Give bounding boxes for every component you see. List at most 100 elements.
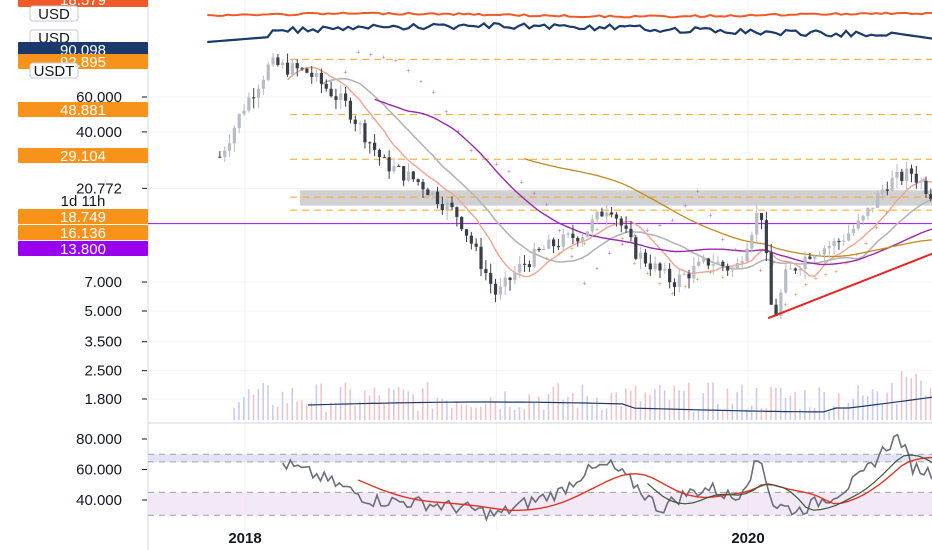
volume-bar-126 (828, 411, 830, 420)
marker-violet: + (507, 169, 511, 176)
indicator-tick-2: 40.000 (76, 492, 122, 509)
candle-body-81 (610, 212, 614, 215)
candle-body-79 (600, 211, 604, 217)
volume-bar-55 (484, 403, 487, 420)
candle-body-46 (440, 204, 444, 210)
candle-body-127 (832, 241, 836, 246)
volume-ma (307, 396, 932, 413)
candle-body-76 (585, 231, 590, 237)
price-tick-2: 20.772 (76, 180, 122, 197)
volume-bar-84 (625, 388, 627, 420)
marker-orange: + (794, 292, 798, 299)
candle-body-24 (334, 96, 338, 100)
volume-bar-38 (402, 389, 405, 420)
candle-body-61 (513, 272, 517, 281)
top-series (207, 11, 932, 44)
marker-violet: + (406, 68, 410, 75)
volume-bar-144 (915, 373, 917, 420)
volume-bar-101 (707, 382, 709, 420)
candle-body-136 (876, 193, 880, 208)
marker-orange: + (595, 227, 599, 234)
candle-body-19 (310, 72, 314, 77)
volume-bar-104 (721, 410, 724, 420)
marker-violet: + (419, 79, 423, 86)
signal-line (357, 456, 932, 512)
candle-body-48 (450, 202, 454, 208)
marker-orange: + (570, 246, 574, 253)
volume-bar-127 (833, 405, 835, 420)
volume-bar-63 (523, 409, 526, 420)
candle-body-1 (223, 150, 227, 157)
marker-orange: + (884, 209, 888, 216)
candle-body-108 (740, 261, 744, 264)
candle-body-38 (402, 166, 406, 181)
candle-body-100 (701, 258, 706, 262)
volume-bar-78 (596, 397, 598, 420)
marker-violet: + (733, 247, 737, 254)
ma-fast (287, 66, 932, 278)
volume-bar-108 (741, 384, 743, 420)
marker-orange: + (844, 261, 848, 268)
candle-body-5 (242, 110, 246, 115)
volume-bar-143 (910, 378, 913, 420)
candle-body-73 (571, 233, 575, 239)
candle-body-114 (769, 252, 773, 305)
volume-bar-24 (334, 402, 337, 420)
candle-body-51 (464, 229, 469, 236)
candle-body-26 (344, 93, 348, 101)
marker-violet: + (645, 227, 649, 234)
candle-body-135 (871, 207, 875, 209)
candle-body-106 (730, 268, 735, 271)
marker-violet: + (381, 55, 385, 62)
volume-bar-125 (823, 391, 826, 420)
volume-bar-73 (571, 393, 574, 420)
indicator-pane: 80.000 60.000 40.000 (76, 431, 932, 522)
candle-body-29 (358, 123, 362, 125)
volume-bar-132 (857, 384, 859, 420)
candle-body-141 (900, 171, 904, 181)
candle-body-109 (745, 248, 749, 262)
indicator-tick-1: 60.000 (76, 462, 122, 479)
volume-bar-117 (784, 397, 787, 420)
candle-body-57 (493, 283, 498, 295)
candle-body-49 (455, 207, 459, 217)
badge-bg-7 (18, 148, 148, 163)
candle-body-110 (750, 234, 754, 249)
candle-body-116 (779, 292, 783, 316)
candle-body-95 (677, 274, 681, 287)
marker-violet: + (608, 251, 612, 258)
candle-body-60 (508, 277, 512, 281)
marker-orange: + (633, 260, 637, 267)
candle-body-64 (527, 264, 531, 267)
volume-bar-11 (272, 405, 274, 420)
candle-body-12 (276, 57, 280, 65)
candle-body-59 (503, 277, 507, 287)
marker-violet: + (922, 176, 926, 183)
badge-text-8: 1d 11h (61, 193, 106, 210)
candle-body-63 (522, 263, 527, 265)
axis: 60.000 40.000 20.772 7.000 5.000 3.500 2.500 1.… (76, 89, 765, 547)
volume-bar-62 (518, 407, 521, 420)
marker-violet: + (671, 217, 675, 224)
volume-bar-44 (431, 408, 434, 420)
marker-violet: + (344, 69, 348, 76)
volume-bar-28 (354, 405, 356, 420)
price-tick-4: 5.000 (84, 303, 122, 320)
candle-body-25 (339, 93, 343, 100)
candle-body-37 (397, 166, 401, 168)
horizontal-levels (148, 58, 932, 225)
candle-body-119 (793, 268, 797, 271)
candle-body-16 (295, 63, 299, 69)
zones (300, 190, 932, 206)
candle-body-2 (227, 143, 232, 151)
price-badges: 18.579USDUSD90.09892.895USDT48.88129.104… (18, 0, 148, 258)
candle-body-71 (561, 234, 565, 247)
marker-orange: + (683, 284, 687, 291)
resistance-zone (300, 190, 932, 206)
candle-body-17 (300, 68, 304, 70)
candle-body-18 (305, 68, 309, 73)
marker-orange: + (834, 269, 838, 276)
candle-body-98 (692, 265, 696, 279)
marker-violet: + (759, 267, 763, 274)
